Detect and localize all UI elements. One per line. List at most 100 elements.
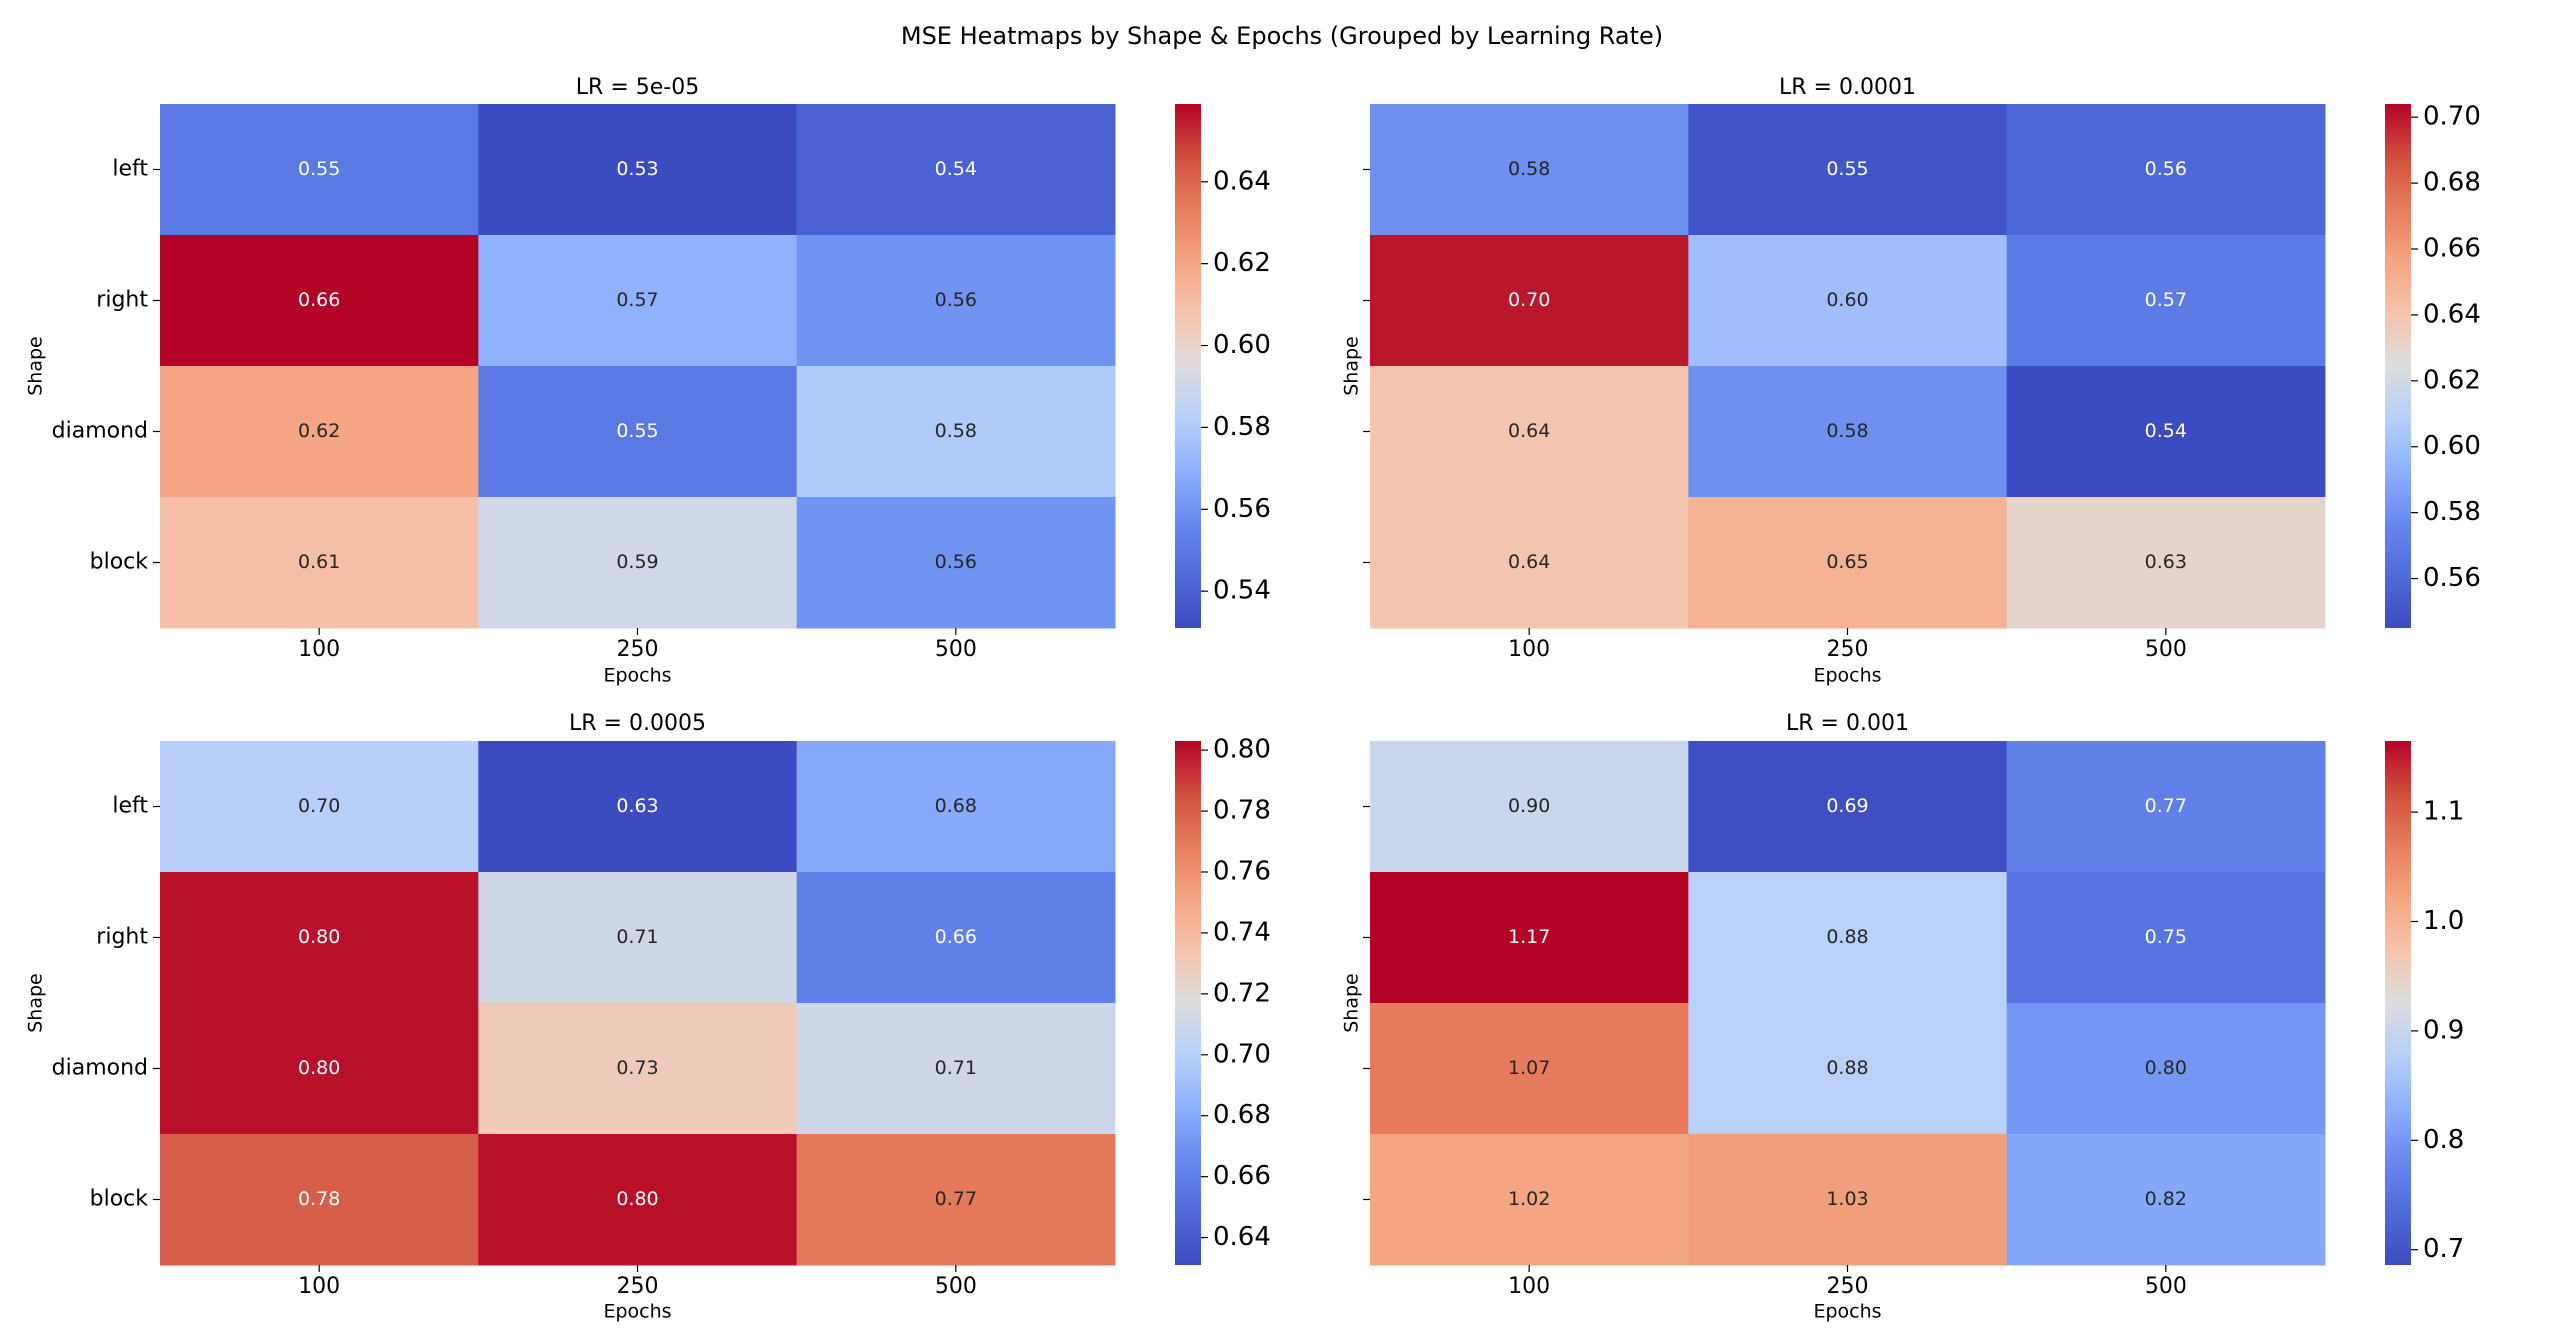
cell-value-label: 0.70	[298, 795, 340, 817]
y-tick-label: right	[96, 288, 148, 313]
colorbar-tick-label: 0.56	[2423, 563, 2481, 593]
heatmap-cell	[160, 741, 479, 873]
cell-value-label: 0.88	[1826, 926, 1868, 948]
heatmap-cell	[1688, 104, 2008, 236]
heatmap-panel: 0.90 0.69 0.771.17 0.88 0.751.07 0.88 0.801.02…	[1341, 711, 2465, 1323]
heatmap-cell	[796, 872, 1116, 1004]
x-tick-label: 500	[2145, 1274, 2187, 1299]
cell-value-label: 1.02	[1508, 1188, 1550, 1210]
cell-value-label: 0.56	[935, 289, 977, 311]
cell-value-label: 0.58	[1826, 420, 1868, 442]
heatmap-cell	[1370, 104, 1689, 236]
heatmap-cell	[478, 1134, 798, 1266]
cell-value-label: 0.59	[616, 551, 658, 573]
heatmap-panel: 0.70 0.63 0.68 0.80 0.71 0.66 0.80 0.73 0.71 0.78…	[25, 711, 1271, 1323]
cell-value-label: 0.64	[1508, 420, 1550, 442]
colorbar-tick-label: 0.62	[1213, 248, 1271, 278]
heatmap-cell	[1688, 1134, 2008, 1266]
heatmap-cell	[160, 104, 479, 236]
colorbar	[1175, 741, 1201, 1265]
colorbar	[1175, 104, 1201, 628]
heatmap-panel: 0.55 0.53 0.54 0.66 0.57 0.56 0.62 0.55 0.58 0.61…	[25, 75, 1271, 687]
heatmap-cell	[1688, 235, 2008, 367]
cell-value-label: 0.55	[298, 158, 340, 180]
heatmap-cell	[1688, 741, 2008, 873]
cell-value-label: 0.54	[2145, 420, 2187, 442]
cell-value-label: 0.88	[1826, 1057, 1868, 1079]
colorbar-tick-label: 0.78	[1213, 796, 1271, 826]
cell-value-label: 0.80	[2145, 1057, 2187, 1079]
colorbar-tick-label: 0.64	[1213, 166, 1271, 196]
colorbar-tick-label: 0.56	[1213, 494, 1271, 524]
heatmap-cell	[1370, 497, 1689, 629]
cell-value-label: 0.73	[616, 1057, 658, 1079]
cell-value-label: 0.80	[298, 1057, 340, 1079]
cell-value-label: 0.53	[616, 158, 658, 180]
cell-value-label: 0.71	[616, 926, 658, 948]
cell-value-label: 0.55	[616, 420, 658, 442]
x-tick-label: 250	[617, 637, 659, 662]
heatmap-cell	[1688, 872, 2008, 1004]
cell-value-label: 0.65	[1826, 551, 1868, 573]
heatmap-cell	[2006, 741, 2326, 873]
cell-value-label: 0.77	[2145, 795, 2187, 817]
colorbar-tick-label: 0.80	[1213, 735, 1271, 765]
cell-value-label: 0.82	[2145, 1188, 2187, 1210]
heatmap-cell	[796, 366, 1116, 498]
x-tick-label: 100	[1508, 1274, 1550, 1299]
x-axis-label: Epochs	[603, 1301, 671, 1323]
heatmap-cell	[1370, 741, 1689, 873]
heatmap-cell	[478, 235, 798, 367]
colorbar-tick-label: 0.70	[2423, 102, 2481, 132]
heatmap-cell	[478, 366, 798, 498]
heatmap-cell	[160, 1003, 479, 1135]
cell-value-label: 0.90	[1508, 795, 1550, 817]
colorbar-tick-label: 0.62	[2423, 365, 2481, 395]
colorbar-tick-label: 0.58	[1213, 412, 1271, 442]
heatmap-cell	[160, 497, 479, 629]
heatmap-cell	[1370, 366, 1689, 498]
cell-value-label: 0.63	[616, 795, 658, 817]
cell-value-label: 0.54	[935, 158, 977, 180]
cell-value-label: 0.63	[2145, 551, 2187, 573]
cell-value-label: 0.58	[1508, 158, 1550, 180]
panel-title: LR = 0.001	[1786, 711, 1909, 736]
cell-value-label: 1.07	[1508, 1057, 1550, 1079]
x-tick-label: 100	[1508, 637, 1550, 662]
cell-value-label: 0.56	[935, 551, 977, 573]
heatmap-panel: 0.58 0.55 0.56 0.70 0.60 0.57 0.64 0.58 0.54 0.64…	[1341, 75, 2481, 687]
heatmap-cell	[160, 872, 479, 1004]
cell-value-label: 1.03	[1826, 1188, 1868, 1210]
cell-value-label: 0.69	[1826, 795, 1868, 817]
y-tick-label: left	[112, 794, 148, 819]
y-axis-label: Shape	[1341, 973, 1363, 1033]
x-axis-label: Epochs	[1813, 1301, 1881, 1323]
cell-value-label: 0.57	[616, 289, 658, 311]
cell-value-label: 1.17	[1508, 926, 1550, 948]
y-axis-label: Shape	[25, 336, 47, 396]
cell-value-label: 0.80	[298, 926, 340, 948]
x-tick-label: 500	[935, 637, 977, 662]
heatmap-cell	[1688, 497, 2008, 629]
heatmap-cell	[2006, 104, 2326, 236]
x-tick-label: 250	[1827, 1274, 1869, 1299]
figure-title: MSE Heatmaps by Shape & Epochs (Grouped …	[901, 22, 1663, 50]
cell-value-label: 0.68	[935, 795, 977, 817]
heatmap-cell	[2006, 872, 2326, 1004]
heatmap-cell	[478, 497, 798, 629]
heatmap-cell	[478, 104, 798, 236]
cell-value-label: 0.66	[935, 926, 977, 948]
x-tick-label: 100	[298, 637, 340, 662]
x-tick-label: 500	[935, 1274, 977, 1299]
heatmap-cell	[796, 235, 1116, 367]
colorbar-tick-label: 0.7	[2423, 1234, 2464, 1264]
heatmap-cell	[1688, 366, 2008, 498]
heatmap-cell	[160, 366, 479, 498]
heatmap-cell	[160, 235, 479, 367]
cell-value-label: 0.60	[1826, 289, 1868, 311]
cell-value-label: 0.56	[2145, 158, 2187, 180]
heatmap-cell	[796, 104, 1116, 236]
y-tick-label: diamond	[52, 419, 148, 444]
y-axis-label: Shape	[25, 973, 47, 1033]
